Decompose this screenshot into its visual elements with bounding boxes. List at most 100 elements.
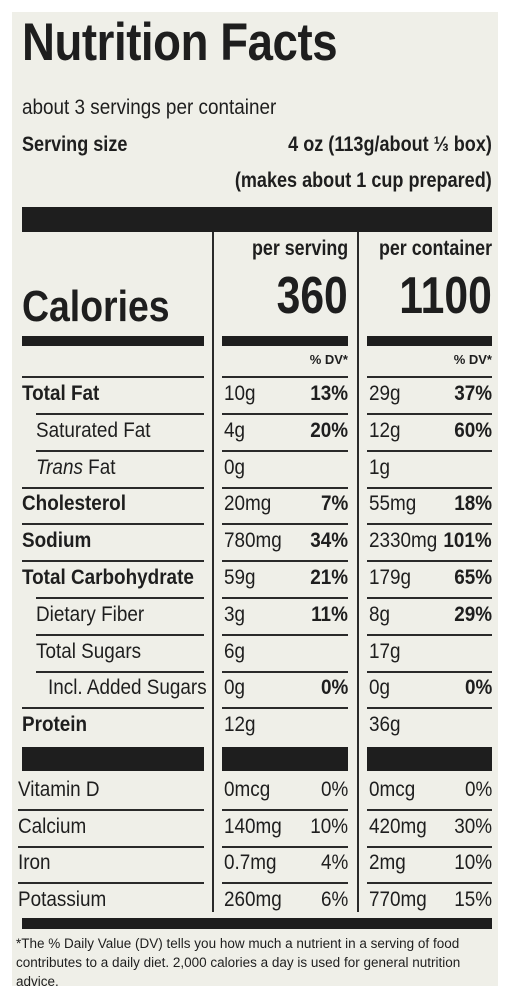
serving-amount: 20mg bbox=[224, 492, 272, 516]
vitamin-divider-serving bbox=[222, 845, 348, 848]
vitamin-serving-dv: 0% bbox=[320, 778, 348, 801]
per-container-header: per container bbox=[378, 237, 492, 260]
container-daily-value: 101% bbox=[443, 529, 492, 553]
nutrient-label: Dietary Fiber bbox=[36, 602, 145, 626]
vitamin-divider-label bbox=[18, 845, 204, 848]
container-amount: 12g bbox=[369, 418, 401, 442]
row-divider-serving bbox=[222, 560, 348, 563]
row-divider-container bbox=[367, 633, 492, 636]
container-daily-value: 0% bbox=[464, 676, 492, 700]
thick-divider-bottom bbox=[22, 918, 492, 929]
vitamin-serving-dv: 6% bbox=[320, 887, 348, 911]
vitamin-label: Potassium bbox=[18, 887, 107, 911]
vitamin-divider-label bbox=[18, 809, 204, 811]
row-divider-container bbox=[367, 486, 492, 489]
calories-per-container: 1100 bbox=[399, 267, 492, 325]
vitamin-serving-amount: 140mg bbox=[224, 814, 282, 838]
vitamin-serving-dv: 4% bbox=[320, 851, 348, 875]
vitamin-container-dv: 0% bbox=[464, 778, 492, 801]
serving-size-value: 4 oz (113g/about ⅓ box) bbox=[288, 133, 492, 156]
serving-amount: 4g bbox=[224, 418, 246, 442]
vitamin-container-amount: 420mg bbox=[369, 814, 427, 838]
row-divider-label bbox=[22, 376, 204, 378]
row-divider-container bbox=[367, 413, 492, 415]
thick-rule-serving-col bbox=[222, 336, 348, 346]
vitamin-label: Iron bbox=[18, 851, 51, 875]
row-divider-label bbox=[36, 449, 204, 452]
serving-amount: 10g bbox=[224, 382, 256, 405]
row-divider-label bbox=[36, 633, 204, 636]
dv-header-serving: % DV* bbox=[309, 352, 348, 367]
vitamin-container-dv: 15% bbox=[454, 887, 492, 911]
row-divider-container bbox=[367, 449, 492, 452]
column-divider-right bbox=[357, 232, 359, 912]
vitamin-container-dv: 10% bbox=[454, 851, 492, 875]
nutrient-label: Total Carbohydrate bbox=[22, 566, 194, 589]
calories-label: Calories bbox=[22, 282, 170, 331]
daily-value-footnote: *The % Daily Value (DV) tells you how mu… bbox=[16, 936, 461, 989]
container-amount: 8g bbox=[369, 602, 391, 626]
thick-rule-vitamins-serving bbox=[222, 747, 348, 771]
serving-size-label: Serving size bbox=[22, 133, 128, 156]
serving-amount: 3g bbox=[224, 602, 246, 626]
vitamin-serving-dv: 10% bbox=[310, 814, 348, 838]
vitamin-container-amount: 0mcg bbox=[369, 778, 416, 801]
thick-rule-container-col bbox=[367, 336, 492, 346]
prepared-note: (makes about 1 cup prepared) bbox=[235, 169, 492, 192]
thick-rule-vitamins-label bbox=[22, 747, 204, 771]
serving-amount: 59g bbox=[224, 566, 256, 589]
container-amount: 2330mg bbox=[369, 529, 438, 553]
vitamin-container-dv: 30% bbox=[454, 814, 492, 838]
row-divider-label bbox=[22, 707, 204, 710]
container-amount: 29g bbox=[369, 382, 401, 405]
container-daily-value: 60% bbox=[454, 418, 492, 442]
nutrient-label: Protein bbox=[22, 713, 88, 737]
row-divider-serving bbox=[222, 670, 348, 673]
vitamin-divider-serving bbox=[222, 809, 348, 811]
vitamin-label: Calcium bbox=[18, 814, 87, 838]
container-daily-value: 37% bbox=[454, 382, 492, 405]
nutrition-label-panel bbox=[12, 12, 498, 986]
row-divider-serving bbox=[222, 523, 348, 526]
serving-amount: 6g bbox=[224, 639, 246, 663]
row-divider-serving bbox=[222, 486, 348, 489]
row-divider-serving bbox=[222, 633, 348, 636]
serving-amount: 12g bbox=[224, 713, 256, 737]
row-divider-label bbox=[36, 413, 204, 415]
thick-divider-top bbox=[22, 207, 492, 232]
row-divider-label bbox=[36, 670, 204, 673]
row-divider-container bbox=[367, 523, 492, 526]
per-serving-header: per serving bbox=[251, 237, 348, 260]
row-divider-container bbox=[367, 670, 492, 673]
trans-italic-label: Trans bbox=[36, 455, 83, 479]
thick-rule-vitamins-container bbox=[367, 747, 492, 771]
nutrient-label: Sodium bbox=[22, 529, 92, 553]
calories-per-serving: 360 bbox=[276, 267, 348, 325]
serving-amount: 0g bbox=[224, 455, 246, 479]
nutrient-label: Incl. Added Sugars bbox=[48, 676, 207, 700]
vitamin-divider-container bbox=[367, 882, 492, 885]
row-divider-serving bbox=[222, 449, 348, 452]
serving-daily-value: 34% bbox=[310, 529, 348, 553]
dv-header-container: % DV* bbox=[453, 352, 492, 367]
serving-daily-value: 7% bbox=[320, 492, 348, 516]
container-amount: 179g bbox=[369, 566, 412, 589]
vitamin-container-amount: 770mg bbox=[369, 887, 427, 911]
vitamin-divider-label bbox=[18, 882, 204, 885]
trans-label-rest: Fat bbox=[82, 455, 116, 479]
serving-daily-value: 0% bbox=[320, 676, 348, 700]
column-divider-left bbox=[212, 232, 214, 912]
row-divider-serving bbox=[222, 707, 348, 710]
row-divider-container bbox=[367, 707, 492, 710]
vitamin-label: Vitamin D bbox=[18, 778, 100, 801]
row-divider-serving bbox=[222, 597, 348, 599]
vitamin-serving-amount: 260mg bbox=[224, 887, 282, 911]
container-daily-value: 18% bbox=[454, 492, 492, 516]
row-divider-label bbox=[22, 523, 204, 526]
nutrient-label: Saturated Fat bbox=[36, 418, 151, 442]
serving-daily-value: 11% bbox=[311, 602, 348, 626]
row-divider-serving bbox=[222, 376, 348, 378]
vitamin-divider-serving bbox=[222, 882, 348, 885]
container-amount: 36g bbox=[369, 713, 401, 737]
serving-amount: 780mg bbox=[224, 529, 282, 553]
